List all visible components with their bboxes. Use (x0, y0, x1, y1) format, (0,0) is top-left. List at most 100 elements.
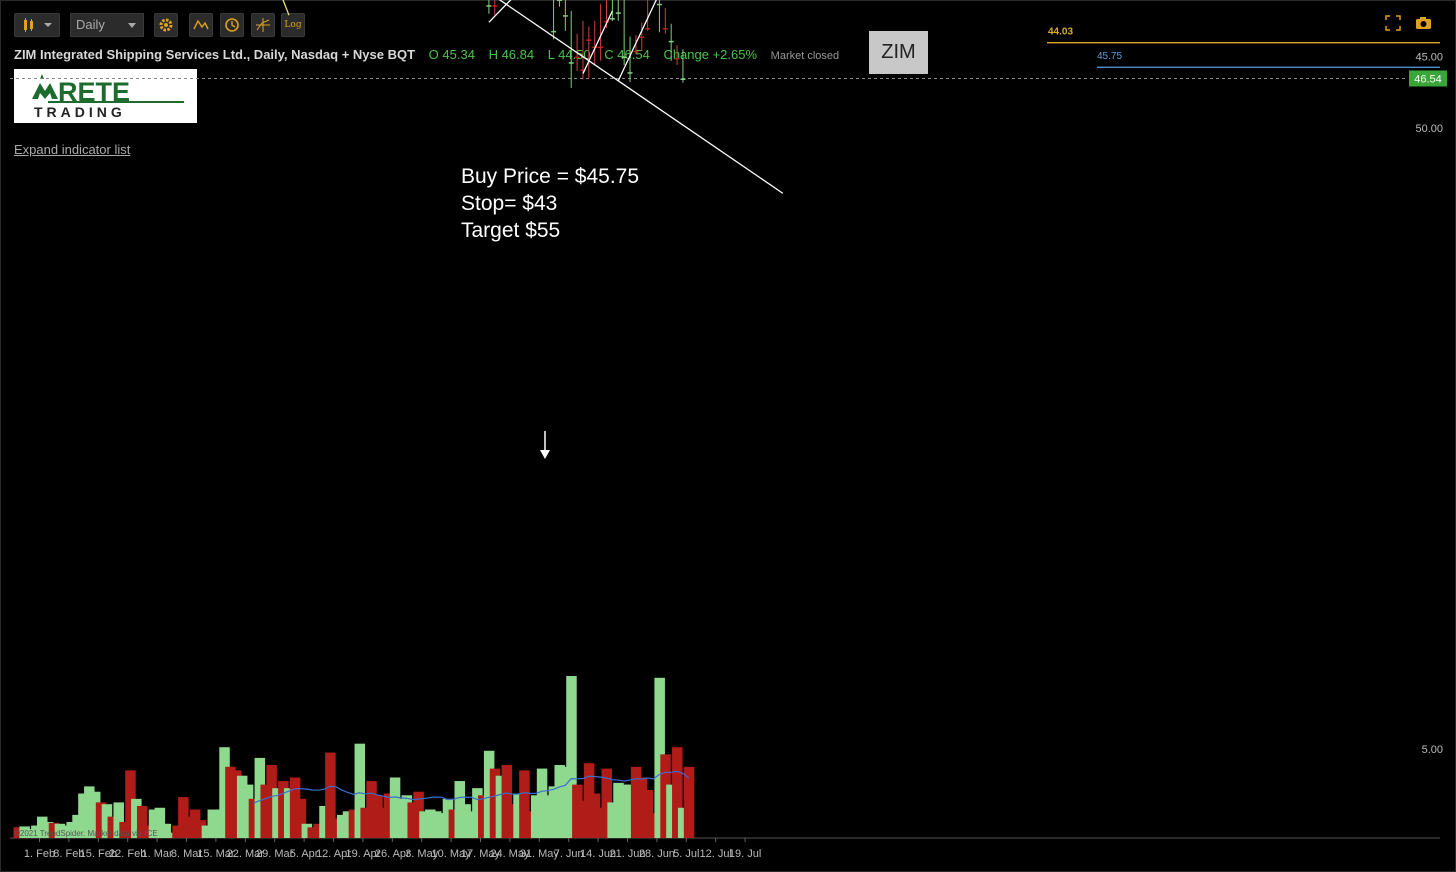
volume-bar (213, 809, 224, 838)
volume-bar (172, 825, 183, 838)
indicator-icon[interactable] (189, 13, 213, 37)
x-tick-label: 31. May (520, 848, 560, 860)
volume-bar (360, 807, 371, 838)
gear-icon[interactable] (154, 13, 178, 37)
candlestick-icon[interactable] (14, 13, 60, 37)
candle-body (633, 50, 639, 53)
volume-bar (366, 781, 377, 838)
x-tick-label: 17. May (461, 848, 501, 860)
volume-bar (95, 802, 107, 838)
x-tick-label: 12. Jul (699, 848, 731, 860)
stop-text: Stop= $43 (461, 192, 558, 215)
volume-bar (331, 818, 342, 838)
volume-bar (407, 802, 418, 838)
camera-glyph (1416, 17, 1431, 29)
volume-bar (42, 821, 54, 838)
fullscreen-icon[interactable] (1385, 15, 1401, 35)
volume-bar (372, 795, 383, 838)
volume-bar (630, 766, 642, 838)
indicator-glyph (193, 19, 209, 30)
volume-bar (625, 784, 636, 838)
volume-bar (530, 795, 542, 838)
volume-bar (48, 822, 60, 838)
candle-body (568, 62, 574, 64)
volume-bar (260, 784, 271, 838)
interval-select[interactable]: Daily (70, 13, 144, 37)
x-tick-label: 8. Mar (171, 848, 203, 860)
y-tick-label: 45.00 (1415, 52, 1443, 64)
x-tick-label: 3. May (405, 848, 439, 860)
volume-bar (84, 786, 95, 838)
volume-bar (378, 807, 389, 838)
volume-bar (501, 765, 513, 838)
volume-bar (672, 747, 683, 838)
volume-bar (572, 784, 583, 838)
pullback-3-trendline (617, 0, 657, 82)
volume-bar (495, 775, 507, 838)
volume-bar (525, 811, 536, 838)
last-price-label: 46.54 (1414, 73, 1442, 85)
candle-body (586, 39, 592, 41)
volume-bar (383, 793, 395, 838)
candle-body (674, 57, 680, 60)
buy-price-text: Buy Price = $45.75 (461, 165, 640, 188)
volume-bar (548, 786, 560, 838)
volume-bar (54, 823, 66, 838)
volume-bar (595, 807, 607, 838)
volume-bar (313, 823, 324, 838)
y-tick-label: 5.00 (1422, 744, 1443, 756)
crosshair-icon[interactable] (251, 13, 275, 37)
market-status: Market closed (770, 50, 840, 62)
camera-icon[interactable] (1415, 15, 1433, 35)
volume-bar (601, 768, 612, 838)
volume-bar (577, 800, 589, 838)
volume-bar (342, 811, 354, 838)
target-text: Target $55 (461, 219, 561, 242)
candle-body (486, 5, 492, 7)
x-tick-label: 15. Feb (80, 848, 117, 860)
x-tick-label: 22. Feb (109, 848, 146, 860)
crosshair-glyph (256, 18, 270, 32)
volume-bar (466, 811, 477, 838)
change-value: Change +2.65% (663, 47, 758, 62)
volume-bar (425, 809, 436, 838)
pullback-2-trendline (582, 10, 613, 74)
x-tick-label: 5. Jul (673, 848, 699, 860)
clock-icon[interactable] (220, 13, 244, 37)
volume-bar (101, 804, 113, 838)
stop-level-label: 44.03 (1048, 27, 1073, 38)
volume-average-line (253, 770, 690, 804)
rete-trading-logo: RETE TRADING (14, 69, 197, 123)
fullscreen-glyph (1385, 15, 1401, 31)
pullback-1-trendline (488, 0, 512, 23)
x-tick-label: 28. Jun (639, 848, 675, 860)
volume-bar (231, 770, 242, 838)
volume-bar (154, 807, 166, 838)
volume-bar (489, 768, 501, 838)
x-tick-label: 15. Mar (197, 848, 235, 860)
volume-bar (319, 805, 330, 838)
volume-bar (266, 765, 277, 838)
volume-bar (354, 743, 366, 838)
candle-body (580, 69, 586, 71)
volume-bar (283, 788, 295, 838)
candle-body (551, 30, 557, 33)
candle-body (680, 78, 686, 80)
x-tick-label: 1. Feb (24, 848, 55, 860)
volume-bar (107, 816, 119, 838)
volume-bar (131, 798, 142, 838)
volume-bar (513, 793, 524, 838)
volume-bar (583, 763, 595, 838)
open-value: O 45.34 (428, 47, 475, 62)
candle-body (574, 56, 580, 59)
expand-indicator-list-link[interactable]: Expand indicator list (14, 142, 131, 157)
volume-bar (636, 777, 648, 838)
volume-bar (78, 793, 89, 838)
high-value: H 46.84 (488, 47, 535, 62)
x-tick-label: 1. Mar (142, 848, 174, 860)
candle-body (656, 3, 662, 6)
volume-bar (178, 797, 189, 838)
log-scale-button[interactable]: Log (281, 13, 305, 37)
volume-bar (436, 813, 448, 838)
